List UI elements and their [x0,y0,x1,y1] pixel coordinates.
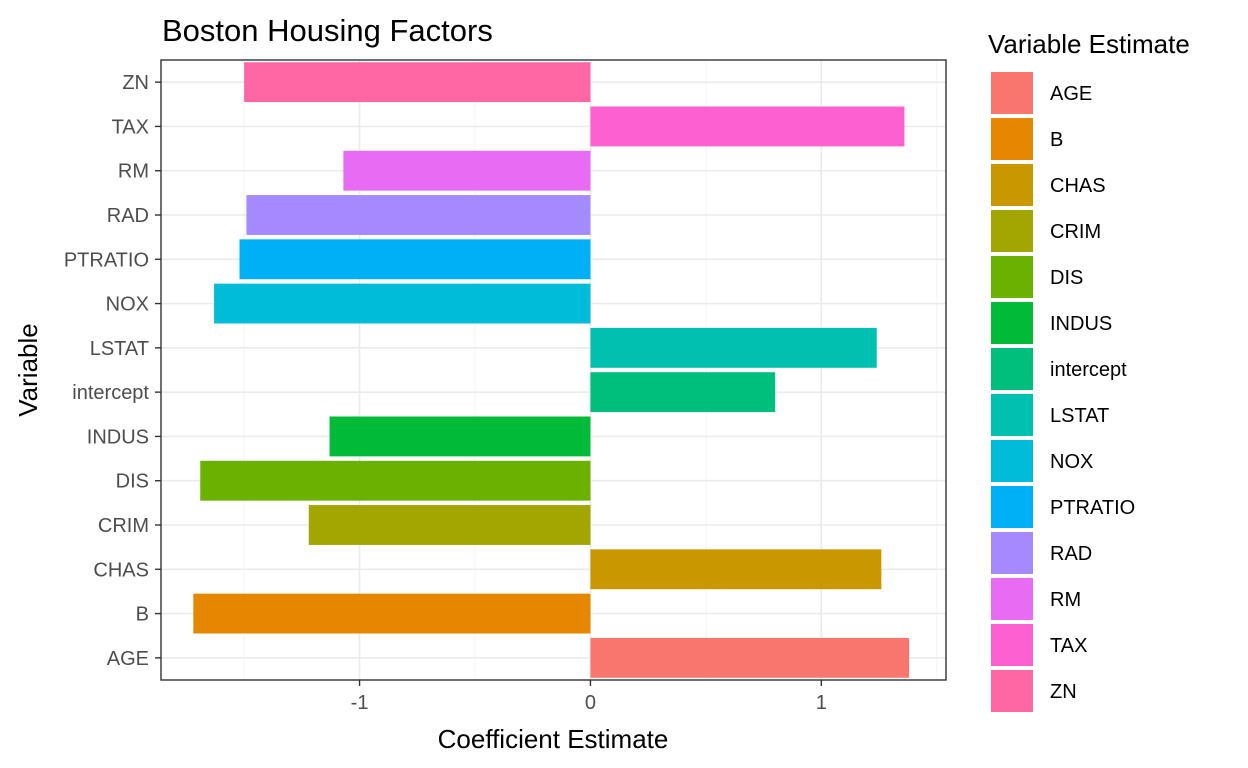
legend-key-b [991,118,1033,160]
legend-key-intercept [991,348,1033,390]
legend-label-indus: INDUS [1050,313,1112,335]
legend-label-age: AGE [1050,83,1092,105]
legend-key-rad [991,532,1033,574]
bar-chas [590,549,882,590]
legend-label-crim: CRIM [1050,221,1101,243]
bar-b [193,593,591,634]
bar-crim [308,505,591,545]
legend-key-nox [991,440,1033,482]
panel-border [160,59,947,681]
y-axis: AGE B CHAS CRIM DIS INDUS intercept LSTAT NOX PTR… [64,72,161,670]
x-axis-title: Coefficient Estimate [438,724,669,754]
legend-key-ptratio [991,486,1033,528]
legend-key-tax [991,624,1033,666]
legend-label-tax: TAX [1050,635,1087,657]
y-tick-label-zn: ZN [122,72,149,94]
y-tick-label-nox: NOX [106,294,149,316]
legend-key-crim [991,210,1033,252]
y-tick-label-b: B [136,604,149,626]
legend-label-nox: NOX [1050,451,1093,473]
legend-key-chas [991,164,1033,206]
legend-label-chas: CHAS [1050,175,1106,197]
legend-label-b: B [1050,129,1063,151]
legend: AGE B CHAS CRIM DIS INDUS intercept LSTAT NOX PTR… [991,72,1135,712]
bar-tax [590,106,905,147]
y-axis-title: Variable [13,323,43,416]
y-tick-label-crim: CRIM [98,515,149,537]
legend-key-lstat [991,394,1033,436]
bar-ptratio [239,239,591,280]
chart-title: Boston Housing Factors [162,13,493,48]
x-tick-label: 1 [816,692,827,714]
y-tick-label-tax: TAX [112,116,149,138]
y-tick-label-dis: DIS [116,471,149,493]
bars [193,62,910,678]
bar-nox [214,283,591,324]
legend-label-rad: RAD [1050,543,1092,565]
legend-label-zn: ZN [1050,681,1077,703]
bar-indus [329,416,591,457]
legend-label-lstat: LSTAT [1050,405,1109,427]
legend-key-indus [991,302,1033,344]
bar-intercept [590,372,776,413]
y-tick-label-rad: RAD [107,205,149,227]
bar-zn [244,62,591,103]
legend-key-rm [991,578,1033,620]
legend-key-age [991,72,1033,114]
legend-label-rm: RM [1050,589,1081,611]
y-tick-label-intercept: intercept [72,382,149,404]
y-tick-label-age: AGE [107,648,149,670]
bar-dis [200,460,591,501]
legend-key-zn [991,670,1033,712]
bar-lstat [590,327,877,368]
legend-key-dis [991,256,1033,298]
legend-label-dis: DIS [1050,267,1083,289]
bar-rm [343,150,591,191]
x-tick-label: 0 [585,692,596,714]
x-tick-label: -1 [351,692,369,714]
legend-title: Variable Estimate [988,29,1190,59]
y-tick-label-rm: RM [118,161,149,183]
bar-age [590,637,910,678]
bar-rad [246,195,591,235]
y-tick-label-ptratio: PTRATIO [64,249,149,271]
x-axis: -1 0 1 [351,680,827,714]
y-tick-label-lstat: LSTAT [90,338,149,360]
y-tick-label-indus: INDUS [87,426,149,448]
legend-label-intercept: intercept [1050,359,1127,381]
y-tick-label-chas: CHAS [93,559,149,581]
legend-label-ptratio: PTRATIO [1050,497,1135,519]
